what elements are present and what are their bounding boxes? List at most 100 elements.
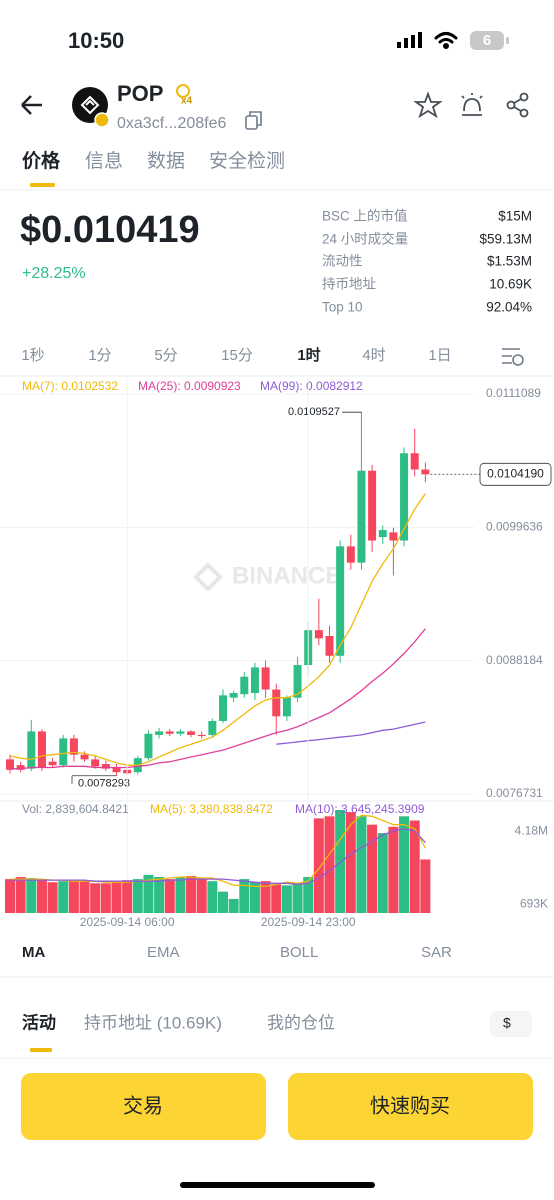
- indicator[interactable]: BOLL: [280, 944, 318, 961]
- tab-indicator: [30, 183, 55, 187]
- quick-buy-button[interactable]: [288, 1073, 533, 1140]
- stat-label: 持币地址: [322, 277, 376, 292]
- ma-line: [10, 628, 426, 770]
- candle-body: [421, 469, 430, 475]
- volume-bar: [377, 833, 388, 913]
- x-tick-label: 2025-09-14 23:00: [261, 915, 356, 929]
- y-tick-label: 0.0088184: [486, 653, 543, 667]
- legend-entry: MA(99): 0.0082912: [260, 379, 363, 393]
- currency-label: $: [503, 1015, 511, 1031]
- stat-label: 24 小时成交量: [322, 231, 408, 247]
- candle-body: [16, 765, 25, 770]
- volume-bar: [409, 820, 420, 913]
- token-address: 0xa3cf...208fe6: [117, 115, 227, 132]
- volume-bar: [36, 880, 47, 913]
- volume-bar: [132, 879, 143, 913]
- candle-body: [101, 764, 110, 769]
- section-tab[interactable]: 我的仓位: [267, 1013, 335, 1032]
- favorite-button[interactable]: [413, 91, 443, 119]
- indicator[interactable]: MA: [22, 944, 45, 961]
- candle-body: [314, 630, 323, 639]
- price: $0.010419: [20, 209, 200, 251]
- button-label: 交易: [123, 1094, 163, 1117]
- volume-bar: [324, 816, 335, 913]
- alert-button[interactable]: [461, 93, 483, 116]
- interval[interactable]: 1秒: [21, 347, 44, 364]
- candle-body: [6, 759, 14, 770]
- section-tab[interactable]: 持币地址 (10.69K): [84, 1013, 222, 1032]
- stat-value: 10.69K: [489, 277, 532, 292]
- candle-body: [80, 754, 89, 760]
- interval[interactable]: 5分: [154, 347, 177, 364]
- tab-indicator: [30, 1048, 52, 1052]
- section-tab[interactable]: 活动: [22, 1012, 56, 1032]
- kline-chart: BINANCE 0.0111089 0.0099636 0.0088184 0.0076…: [0, 378, 552, 929]
- back-button[interactable]: [21, 95, 42, 115]
- volume-bar: [228, 898, 239, 913]
- volume-bar: [271, 884, 282, 913]
- stat-value: 92.04%: [486, 300, 532, 315]
- battery-level: 6: [483, 32, 491, 49]
- ma-line: [9, 493, 426, 766]
- share-button[interactable]: [506, 92, 529, 118]
- tab[interactable]: 安全检测: [209, 150, 285, 172]
- candle-body: [240, 676, 249, 695]
- copy-button[interactable]: [245, 111, 262, 130]
- stat-label: BSC 上的市值: [322, 208, 408, 224]
- volume-bar: [47, 882, 58, 913]
- volume-bar: [207, 881, 218, 913]
- legend-entry: MA(5): 3,380,838.8472: [150, 802, 273, 816]
- tab[interactable]: 信息: [85, 150, 123, 172]
- volume-bar: [175, 877, 186, 913]
- volume-title: Vol: 2,839,604.8421: [22, 802, 129, 816]
- indicator[interactable]: EMA: [147, 944, 180, 961]
- volume-bar: [164, 879, 175, 913]
- legend-entry: MA(25): 0.0090923: [138, 379, 241, 393]
- token-logo-mark: [80, 95, 100, 115]
- high-label: 0.0109527: [288, 406, 340, 418]
- candle-body: [336, 546, 345, 656]
- volume-bar: [58, 881, 69, 913]
- boost-badge: x4: [181, 96, 193, 107]
- interval[interactable]: 1时: [297, 347, 320, 364]
- legend-entry: MA(7): 0.0102532: [22, 379, 118, 393]
- signal-icon: [397, 32, 422, 48]
- indicator[interactable]: SAR: [421, 944, 452, 961]
- candle-body: [112, 767, 121, 773]
- volume-bar: [111, 881, 122, 913]
- interval[interactable]: 1日: [428, 347, 451, 364]
- candle-body: [261, 667, 270, 690]
- volume-bar: [26, 878, 37, 913]
- chart-settings[interactable]: [502, 348, 524, 366]
- candle-body: [155, 731, 164, 735]
- volume-bar: [367, 824, 378, 913]
- stat-label: Top 10: [322, 300, 363, 315]
- candle-body: [229, 693, 238, 698]
- stat-label: 流动性: [322, 254, 363, 269]
- ma-line: [10, 828, 426, 885]
- candle-body: [250, 667, 259, 694]
- candle-body: [346, 546, 355, 563]
- volume-bar: [154, 877, 165, 913]
- interval[interactable]: 15分: [221, 347, 253, 364]
- interval[interactable]: 4时: [362, 347, 385, 364]
- trade-button[interactable]: [21, 1073, 266, 1140]
- candle-body: [400, 453, 409, 541]
- candle-body: [410, 453, 419, 470]
- price-change: +28.25%: [22, 265, 86, 282]
- volume-bar: [292, 883, 303, 913]
- currency-toggle[interactable]: [490, 1011, 532, 1037]
- volume-bar: [196, 878, 207, 913]
- volume-bar: [399, 816, 410, 913]
- stat-value: $15M: [498, 209, 532, 224]
- status-time: 10:50: [68, 28, 124, 53]
- tab[interactable]: 数据: [147, 150, 185, 172]
- battery-tip: [506, 37, 509, 44]
- candle-body: [389, 532, 398, 541]
- tab[interactable]: 价格: [22, 149, 61, 172]
- candle-body: [144, 733, 153, 759]
- volume-bar: [15, 877, 26, 913]
- last-price-label: 0.0104190: [487, 466, 544, 480]
- interval[interactable]: 1分: [88, 347, 111, 364]
